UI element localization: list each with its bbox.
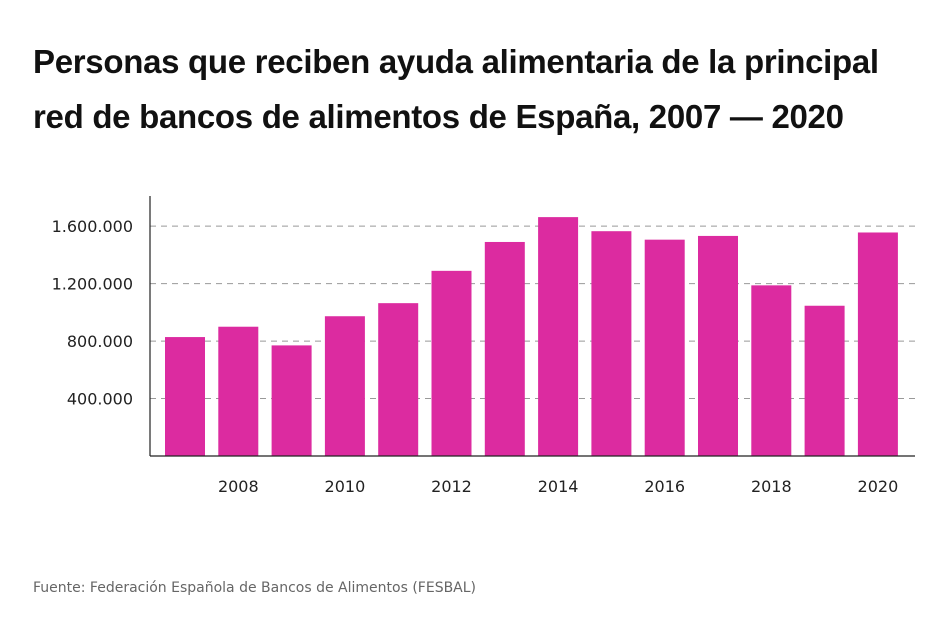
bar-2018 [751, 285, 792, 456]
x-tick-label: 2008 [218, 477, 259, 496]
y-tick-label: 400.000 [67, 390, 133, 409]
bar-2014 [538, 217, 579, 456]
bar-2015 [591, 231, 632, 456]
y-tick-label: 1.200.000 [52, 275, 133, 294]
bar-2012 [431, 270, 472, 456]
bar-2007 [165, 337, 205, 456]
bar-2010 [324, 316, 365, 456]
x-tick-label: 2012 [431, 477, 472, 496]
y-tick-label: 1.600.000 [52, 217, 133, 236]
bar-2008 [218, 326, 259, 456]
bar-2017 [698, 235, 738, 456]
source-note: Fuente: Federación Española de Bancos de… [33, 580, 477, 596]
x-tick-label: 2014 [538, 477, 579, 496]
bar-2016 [644, 239, 685, 456]
x-tick-label: 2016 [644, 477, 685, 496]
bar-2013 [484, 241, 525, 456]
x-tick-label: 2018 [751, 477, 792, 496]
x-tick-label: 2010 [325, 477, 366, 496]
bar-2009 [271, 345, 312, 456]
bar-2011 [378, 303, 419, 456]
bar-2020 [857, 232, 898, 456]
chart-title: Personas que reciben ayuda alimentaria d… [33, 43, 879, 135]
y-tick-label: 800.000 [67, 332, 133, 351]
x-tick-label: 2020 [858, 477, 899, 496]
bar-2019 [804, 305, 845, 456]
